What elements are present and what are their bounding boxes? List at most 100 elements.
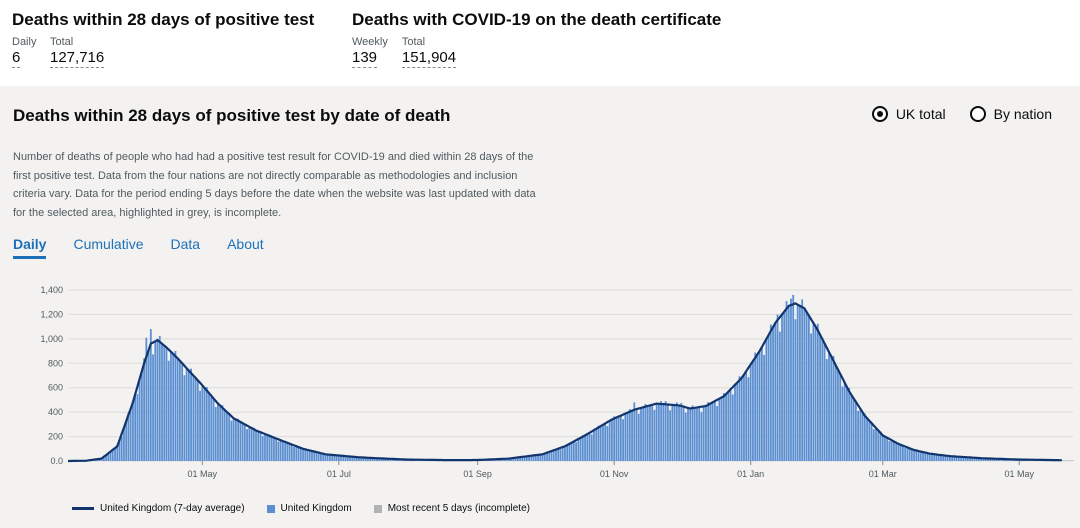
daily-bar: [765, 339, 768, 461]
daily-bar: [599, 426, 602, 461]
daily-bar: [241, 423, 244, 461]
daily-bar: [984, 458, 987, 461]
daily-bar: [897, 443, 900, 461]
tab-daily[interactable]: Daily: [13, 236, 47, 259]
daily-bar: [868, 420, 871, 461]
legend-label: United Kingdom: [280, 503, 352, 514]
legend-item-incomplete[interactable]: Most recent 5 days (incomplete): [373, 503, 530, 514]
daily-bar: [769, 324, 772, 461]
daily-bar: [774, 322, 777, 461]
daily-bar: [375, 458, 378, 461]
daily-bar: [322, 453, 325, 461]
daily-bar: [190, 368, 193, 461]
radio-by-nation[interactable]: By nation: [969, 106, 1052, 122]
daily-bar: [763, 354, 766, 461]
daily-bar: [857, 410, 860, 461]
daily-bar: [187, 370, 190, 461]
daily-bar: [727, 391, 730, 461]
tab-about[interactable]: About: [227, 236, 264, 252]
daily-bar: [913, 450, 915, 461]
daily-bar: [716, 406, 719, 461]
daily-bar: [1067, 460, 1070, 461]
daily-bar: [252, 427, 255, 461]
daily-bar: [718, 398, 721, 461]
daily-bar: [734, 384, 736, 461]
daily-bar: [778, 331, 781, 461]
daily-bar: [129, 408, 132, 461]
daily-bar: [651, 404, 654, 461]
metric-value[interactable]: 127,716: [50, 49, 105, 68]
daily-bar: [895, 441, 898, 461]
metric-weekly: Weekly 139: [352, 36, 388, 68]
daily-bar: [705, 406, 707, 461]
daily-bar: [854, 401, 857, 461]
daily-bar: [548, 451, 551, 461]
daily-bar: [510, 458, 513, 461]
radio-unchecked-icon[interactable]: [969, 106, 986, 122]
daily-bar: [125, 421, 128, 461]
daily-bar: [270, 436, 273, 461]
seven-day-average-line: [68, 302, 1062, 463]
daily-bar: [861, 412, 864, 461]
daily-bar: [658, 403, 660, 461]
daily-bar: [875, 428, 877, 461]
daily-bar: [550, 450, 553, 461]
daily-bar: [167, 360, 170, 461]
metric-value[interactable]: 151,904: [401, 49, 457, 68]
daily-bar: [196, 380, 199, 461]
daily-bar: [214, 406, 217, 461]
daily-bar: [199, 390, 201, 461]
daily-bar: [805, 311, 808, 461]
radio-checked-icon[interactable]: [871, 106, 888, 122]
daily-bar: [255, 430, 257, 461]
daily-bar: [955, 456, 958, 461]
y-tick-label: 1,400: [40, 285, 63, 295]
daily-bar: [192, 375, 195, 461]
daily-bar: [147, 350, 150, 461]
daily-bar: [534, 454, 537, 461]
daily-bar: [819, 334, 821, 461]
radio-uk-total[interactable]: UK total: [871, 106, 946, 122]
daily-bar: [342, 455, 345, 461]
daily-bar: [772, 326, 774, 461]
daily-bar: [156, 340, 159, 461]
daily-bar: [631, 410, 633, 461]
daily-bar: [982, 458, 985, 461]
daily-bar: [1072, 460, 1074, 461]
daily-bar: [747, 377, 750, 461]
daily-bar: [928, 453, 931, 461]
legend-label: United Kingdom (7-day average): [100, 503, 245, 514]
daily-bar: [640, 407, 642, 461]
daily-bar: [217, 403, 219, 461]
daily-bar: [877, 430, 880, 461]
daily-bar: [872, 429, 875, 461]
daily-bar: [664, 401, 667, 461]
daily-bar: [606, 426, 609, 461]
tab-data[interactable]: Data: [170, 236, 201, 252]
daily-bar: [951, 456, 954, 461]
daily-bar: [738, 376, 741, 461]
daily-bar: [803, 308, 806, 461]
metric-value[interactable]: 139: [352, 49, 378, 68]
legend-item-daily[interactable]: United Kingdom: [266, 503, 352, 514]
daily-bar: [991, 458, 994, 461]
legend-item-average[interactable]: United Kingdom (7-day average): [72, 503, 245, 514]
headline-death-certificate: Deaths with COVID-19 on the death certif…: [352, 10, 721, 68]
legend-label: Most recent 5 days (incomplete): [387, 503, 530, 514]
metric-value[interactable]: 6: [12, 49, 21, 68]
daily-bar: [284, 440, 287, 461]
daily-bar: [644, 403, 647, 461]
daily-bar: [349, 456, 351, 461]
daily-bar: [888, 441, 891, 461]
daily-bar: [333, 455, 336, 461]
y-tick-label: 400: [48, 407, 63, 417]
daily-bar: [306, 449, 309, 461]
daily-bar: [127, 412, 130, 461]
tab-cumulative[interactable]: Cumulative: [73, 236, 144, 252]
daily-bar: [628, 409, 631, 461]
daily-bar: [590, 434, 593, 461]
daily-bar: [973, 457, 976, 461]
daily-bar: [859, 408, 862, 461]
daily-bar: [810, 333, 813, 461]
daily-bar: [611, 419, 613, 461]
